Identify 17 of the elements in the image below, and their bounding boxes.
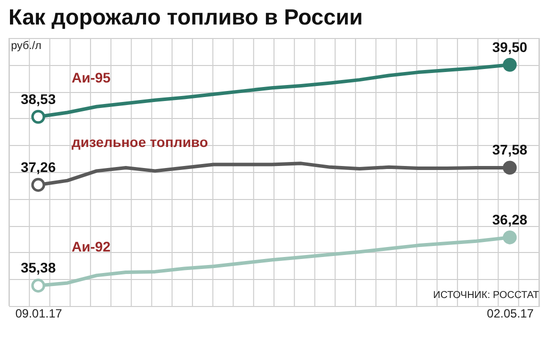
x-tick-label: 02.05.17 [486,306,534,320]
data-label: 39,50 [492,38,528,55]
data-label: 35,38 [20,260,56,276]
point [502,58,517,72]
data-label: 37,26 [20,158,56,175]
chart-title: Как дорожало топливо в России [8,4,363,30]
series-label: Аи-95 [72,70,111,86]
data-label: 36,28 [492,211,528,228]
annotation: ИСТОЧНИК: РОССТАТ [433,290,539,301]
data-label: 37,58 [492,142,528,158]
series-label: дизельное топливо [72,134,208,150]
y-axis-title: руб./л [11,40,42,52]
data-label: 38,53 [20,90,56,107]
x-tick-label: 09.01.17 [15,306,62,320]
point [502,230,517,244]
series-label: Аи-92 [72,238,111,254]
point [502,160,517,175]
